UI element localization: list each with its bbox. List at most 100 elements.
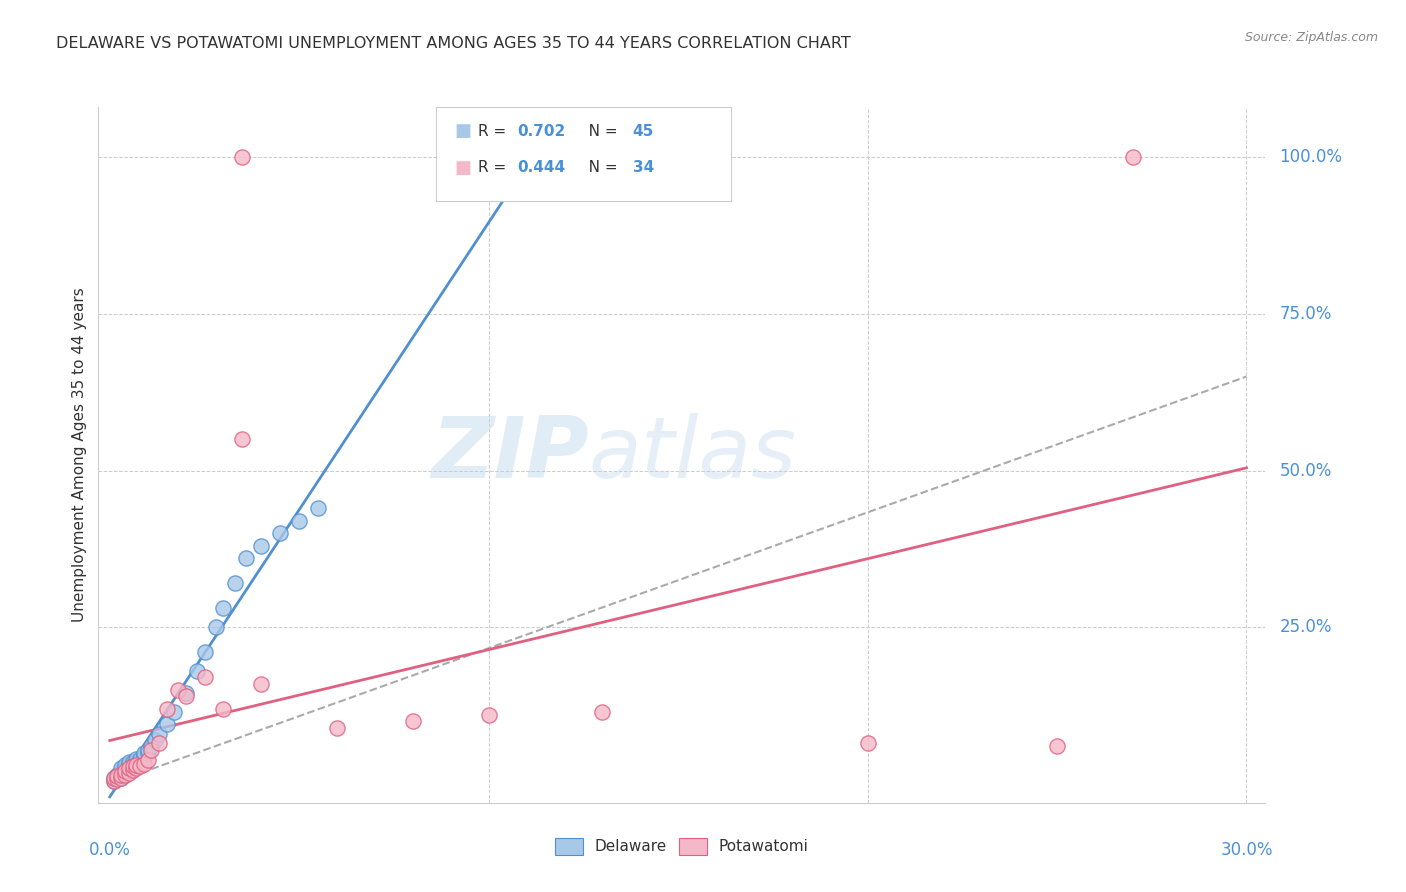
Point: [148, 727, 170, 741]
Point: [1122, 150, 1144, 164]
Point: [250, 676, 273, 690]
Point: [125, 755, 148, 769]
Point: [163, 705, 186, 719]
Point: [326, 721, 349, 735]
Text: 25.0%: 25.0%: [1279, 618, 1331, 636]
Point: [103, 771, 125, 785]
Point: [269, 526, 291, 541]
Legend: Delaware, Potawatomi: Delaware, Potawatomi: [548, 831, 815, 862]
Point: [114, 767, 136, 781]
Point: [121, 755, 143, 769]
Text: N =: N =: [574, 161, 621, 175]
Point: [103, 771, 125, 785]
Text: 0.702: 0.702: [517, 124, 565, 138]
Text: ■: ■: [454, 159, 471, 177]
Point: [136, 746, 159, 760]
Point: [118, 758, 141, 772]
Point: [231, 150, 253, 164]
Text: 30.0%: 30.0%: [1220, 841, 1272, 859]
Point: [167, 683, 190, 698]
Point: [121, 763, 143, 777]
Point: [186, 664, 208, 678]
Text: ■: ■: [454, 122, 471, 140]
Point: [224, 576, 246, 591]
Point: [132, 746, 155, 760]
Point: [105, 769, 128, 783]
Point: [156, 717, 179, 731]
Point: [110, 771, 132, 785]
Point: [121, 759, 143, 773]
Point: [143, 733, 166, 747]
Point: [121, 761, 143, 775]
Point: [148, 736, 170, 750]
Point: [105, 772, 128, 786]
Point: [110, 764, 132, 779]
Text: R =: R =: [478, 161, 512, 175]
Point: [231, 432, 253, 446]
Point: [174, 686, 197, 700]
Point: [105, 767, 128, 781]
Point: [307, 501, 329, 516]
Point: [129, 755, 152, 769]
Point: [114, 761, 136, 775]
Point: [114, 764, 136, 779]
Text: 34: 34: [633, 161, 654, 175]
Point: [103, 773, 125, 788]
Y-axis label: Unemployment Among Ages 35 to 44 years: Unemployment Among Ages 35 to 44 years: [72, 287, 87, 623]
Point: [288, 514, 311, 528]
Point: [125, 752, 148, 766]
Text: N =: N =: [574, 124, 621, 138]
Point: [110, 771, 132, 785]
Point: [110, 761, 132, 775]
Point: [114, 764, 136, 779]
Point: [856, 736, 879, 750]
Point: [136, 742, 159, 756]
Point: [110, 767, 132, 781]
Point: [591, 705, 613, 719]
Point: [125, 761, 148, 775]
Point: [125, 758, 148, 772]
Text: 75.0%: 75.0%: [1279, 305, 1331, 323]
Point: [103, 773, 125, 788]
Point: [105, 769, 128, 783]
Point: [212, 601, 235, 615]
Point: [250, 539, 273, 553]
Point: [205, 620, 228, 634]
Text: R =: R =: [478, 124, 512, 138]
Point: [478, 708, 501, 723]
Text: 45: 45: [633, 124, 654, 138]
Point: [121, 758, 143, 772]
Point: [212, 702, 235, 716]
Point: [132, 748, 155, 763]
Text: 0.444: 0.444: [517, 161, 565, 175]
Text: Source: ZipAtlas.com: Source: ZipAtlas.com: [1244, 31, 1378, 45]
Point: [1046, 739, 1069, 754]
Point: [141, 742, 163, 756]
Point: [114, 758, 136, 772]
Text: 100.0%: 100.0%: [1279, 148, 1343, 166]
Point: [193, 645, 215, 659]
Point: [118, 761, 141, 775]
Point: [193, 670, 215, 684]
Point: [118, 761, 141, 775]
Point: [118, 764, 141, 779]
Point: [110, 767, 132, 781]
Point: [136, 753, 159, 767]
Point: [174, 690, 197, 704]
Point: [114, 767, 136, 781]
Text: atlas: atlas: [589, 413, 797, 497]
Text: DELAWARE VS POTAWATOMI UNEMPLOYMENT AMONG AGES 35 TO 44 YEARS CORRELATION CHART: DELAWARE VS POTAWATOMI UNEMPLOYMENT AMON…: [56, 36, 851, 51]
Point: [235, 551, 257, 566]
Point: [141, 739, 163, 754]
Point: [132, 756, 155, 771]
Point: [125, 758, 148, 772]
Point: [156, 702, 179, 716]
Point: [129, 759, 152, 773]
Point: [118, 765, 141, 780]
Text: ZIP: ZIP: [430, 413, 589, 497]
Text: 0.0%: 0.0%: [89, 841, 131, 859]
Point: [129, 752, 152, 766]
Point: [118, 755, 141, 769]
Point: [402, 714, 425, 729]
Text: 50.0%: 50.0%: [1279, 461, 1331, 480]
